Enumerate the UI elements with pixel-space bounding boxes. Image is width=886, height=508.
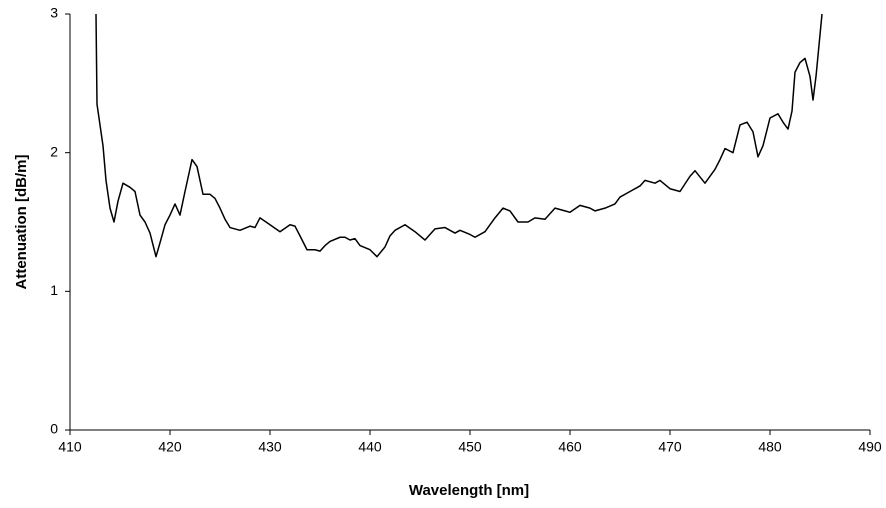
x-axis-title: Wavelength [nm] <box>409 482 529 499</box>
y-tick-label: 1 <box>50 282 58 298</box>
x-tick-label: 430 <box>258 439 282 455</box>
x-tick-label: 420 <box>158 439 182 455</box>
x-tick-label: 480 <box>758 439 782 455</box>
x-tick-label: 440 <box>358 439 382 455</box>
x-tick-label: 470 <box>658 439 682 455</box>
x-tick-label: 460 <box>558 439 582 455</box>
x-tick-label: 490 <box>858 439 882 455</box>
y-tick-label: 0 <box>50 421 58 437</box>
data-line <box>95 13 823 258</box>
y-tick-label: 3 <box>50 5 58 21</box>
y-tick-label: 2 <box>50 143 58 159</box>
x-tick-label: 450 <box>458 439 482 455</box>
x-tick-label: 410 <box>58 439 82 455</box>
y-axis-title: Attenuation [dB/m] <box>13 155 30 290</box>
